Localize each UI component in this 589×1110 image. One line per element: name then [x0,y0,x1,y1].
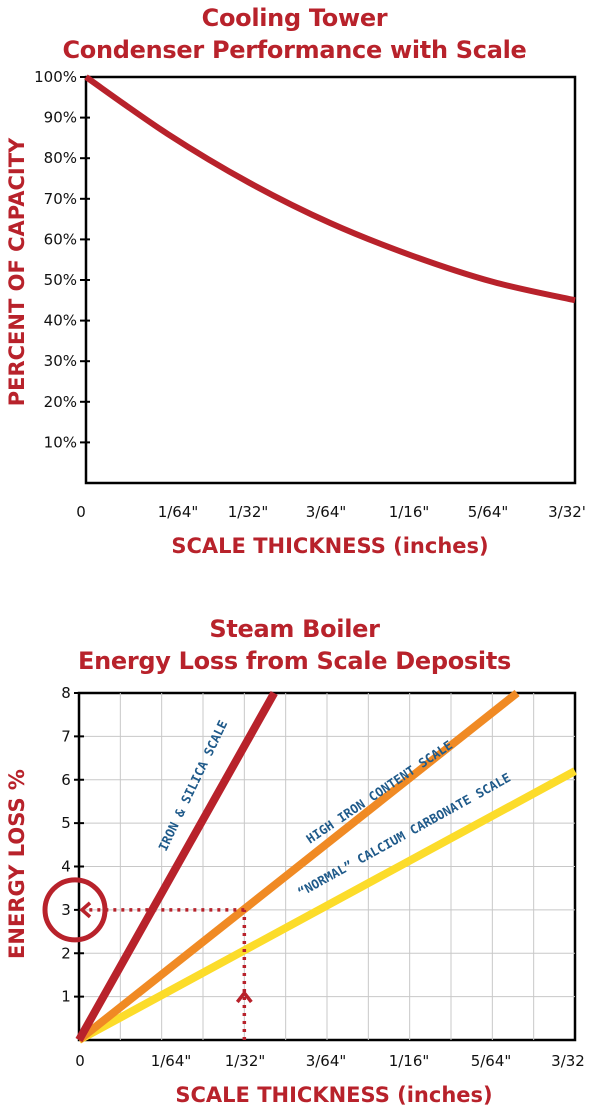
chart2-series-line [75,691,278,1042]
chart2-x-tick-label: 0 [75,1052,85,1070]
chart1-y-tick-label: 60% [44,230,77,248]
chart2-x-axis-label: SCALE THICKNESS (inches) [175,1083,492,1107]
chart1-x-tick-label: 1/32" [228,503,269,521]
chart1-title-line2: Condenser Performance with Scale [62,36,527,64]
chart1-y-tick-label: 80% [44,149,77,167]
chart2-reference-arrowhead-left [79,901,92,919]
chart2-series-label: HIGH IRON CONTENT SCALE [303,737,455,846]
chart1-y-tick-label: 20% [44,393,77,411]
chart1-y-tick-label: 40% [44,312,77,330]
chart2-x-tick-label: 3/32 [551,1052,585,1070]
chart1-x-tick-label: 0 [76,503,86,521]
chart2-x-tick-label: 3/64" [306,1052,347,1070]
chart1-title: Cooling Tower Condenser Performance with… [0,2,589,66]
chart2-reference-arrowhead-up [235,990,253,1004]
chart2-y-axis-label: ENERGY LOSS % [5,769,29,959]
chart1-y-tick-label: 50% [44,271,77,289]
chart2-y-tick-label: 6 [61,771,71,789]
chart2-x-tick-label: 5/64" [471,1052,512,1070]
chart1-x-axis-label: SCALE THICKNESS (inches) [171,534,488,558]
chart2-y-tick-label: 7 [61,727,71,745]
chart2-y-tick-label: 8 [61,684,71,702]
chart1-title-line1: Cooling Tower [201,4,388,32]
cooling-tower-chart: 100% 90% 80% 70% 60% 50% 40% 30% 20% 10% 0 1/64" 1/3… [5,68,586,558]
chart2-y-tick-label: 4 [61,858,71,876]
chart2-highlight-circle [42,877,108,943]
chart1-y-tick-label: 100% [34,68,77,86]
chart2-series-line [77,767,577,1044]
chart1-y-tick-label: 70% [44,190,77,208]
chart1-x-tick-label: 3/32' [548,503,586,521]
chart1-y-tick-label: 90% [44,109,77,127]
chart1-x-tick-label: 5/64" [468,503,509,521]
chart2-y-tick-label: 2 [61,944,71,962]
chart2-y-tick-label: 1 [61,988,71,1006]
chart1-y-axis-label: PERCENT OF CAPACITY [5,137,29,406]
chart2-series-line [76,689,520,1044]
chart2-title-line2: Energy Loss from Scale Deposits [77,647,511,675]
chart2-x-tick-label: 1/16" [389,1052,430,1070]
chart2-y-tick-label: 3 [61,901,71,919]
chart1-x-tick-label: 1/64" [158,503,199,521]
chart1-x-tick-label: 3/64" [306,503,347,521]
chart1-y-tick-label: 30% [44,352,77,370]
chart2-x-tick-label: 1/64" [151,1052,192,1070]
chart2-title-line1: Steam Boiler [209,615,380,643]
chart1-series-line [84,74,576,304]
chart2-title: Steam Boiler Energy Loss from Scale Depo… [0,613,589,677]
chart1-x-tick-label: 1/16" [389,503,430,521]
chart2-x-tick-label: 1/32" [225,1052,266,1070]
chart2-y-tick-label: 5 [61,814,71,832]
chart1-y-tick-label: 10% [44,433,77,451]
